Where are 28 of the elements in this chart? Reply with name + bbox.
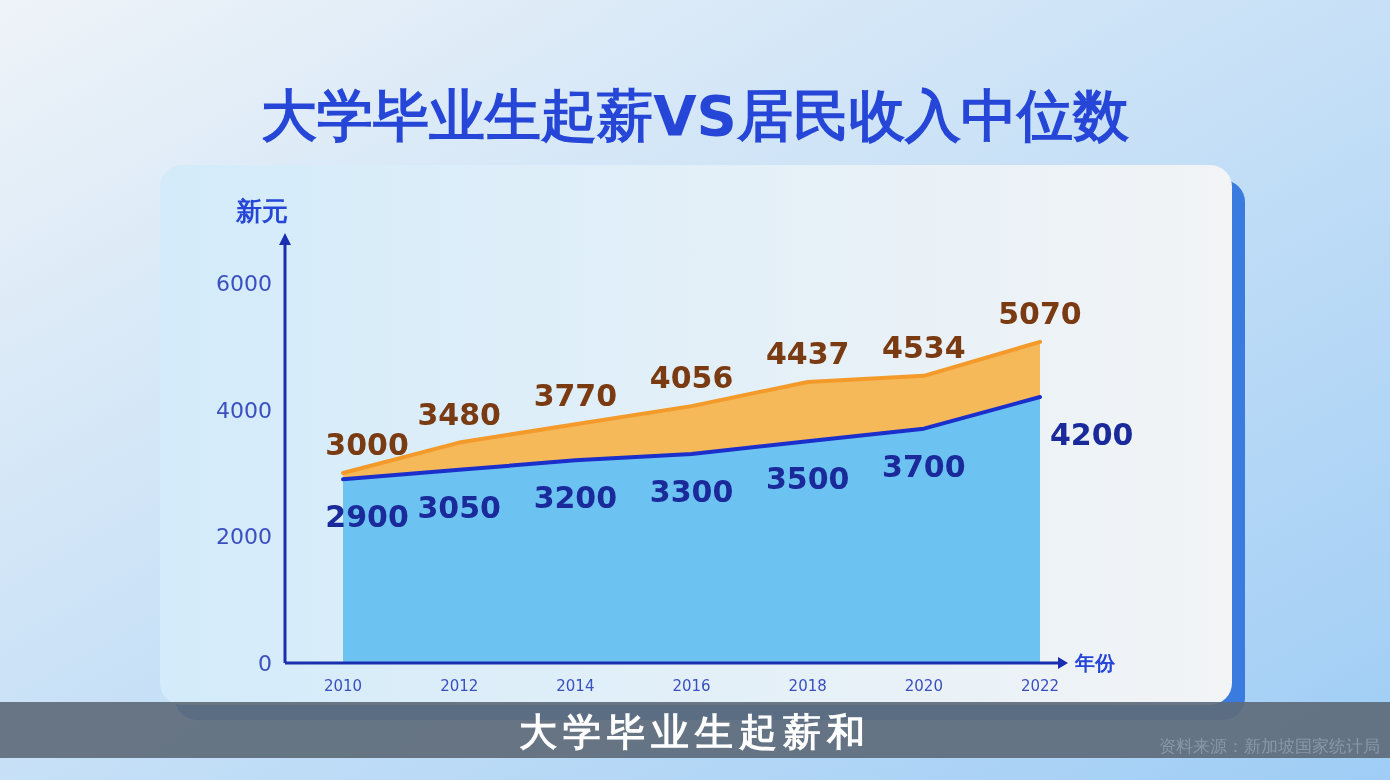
text: 大学毕业生起薪和 — [519, 710, 871, 754]
data-label: 3480 — [417, 396, 501, 432]
data-label: 3000 — [325, 427, 409, 462]
data-label: 5070 — [998, 295, 1082, 331]
chart-title: 大学毕业生起薪VS居民收入中位数 — [261, 83, 1130, 148]
x-tick-label: 2016 — [672, 677, 711, 695]
data-label: 4437 — [765, 335, 850, 371]
data-label: 3200 — [533, 480, 618, 516]
x-tick-label: 2014 — [556, 677, 595, 695]
data-label: 4056 — [649, 360, 734, 396]
x-tick-label: 2012 — [440, 677, 479, 695]
x-tick-label: 2018 — [788, 677, 827, 695]
y-tick-label: 6000 — [216, 271, 272, 296]
y-tick-label: 4000 — [216, 397, 272, 423]
x-tick-label: 2010 — [323, 677, 363, 695]
x-axis-title: 年份 — [1074, 651, 1116, 675]
data-label: 4200 — [1050, 417, 1134, 452]
y-tick-label: 0 — [258, 651, 272, 676]
data-label: 3500 — [765, 461, 850, 497]
data-label: 4534 — [882, 329, 966, 365]
data-label: 3770 — [533, 378, 618, 414]
y-axis-title: 新元 — [235, 196, 288, 226]
x-tick-label: 2020 — [904, 677, 943, 695]
data-label: 3700 — [882, 448, 966, 484]
data-label: 3050 — [417, 489, 501, 525]
data-label: 3300 — [649, 474, 734, 509]
x-tick-label: 2022 — [1020, 677, 1060, 695]
y-tick-label: 2000 — [216, 524, 272, 550]
